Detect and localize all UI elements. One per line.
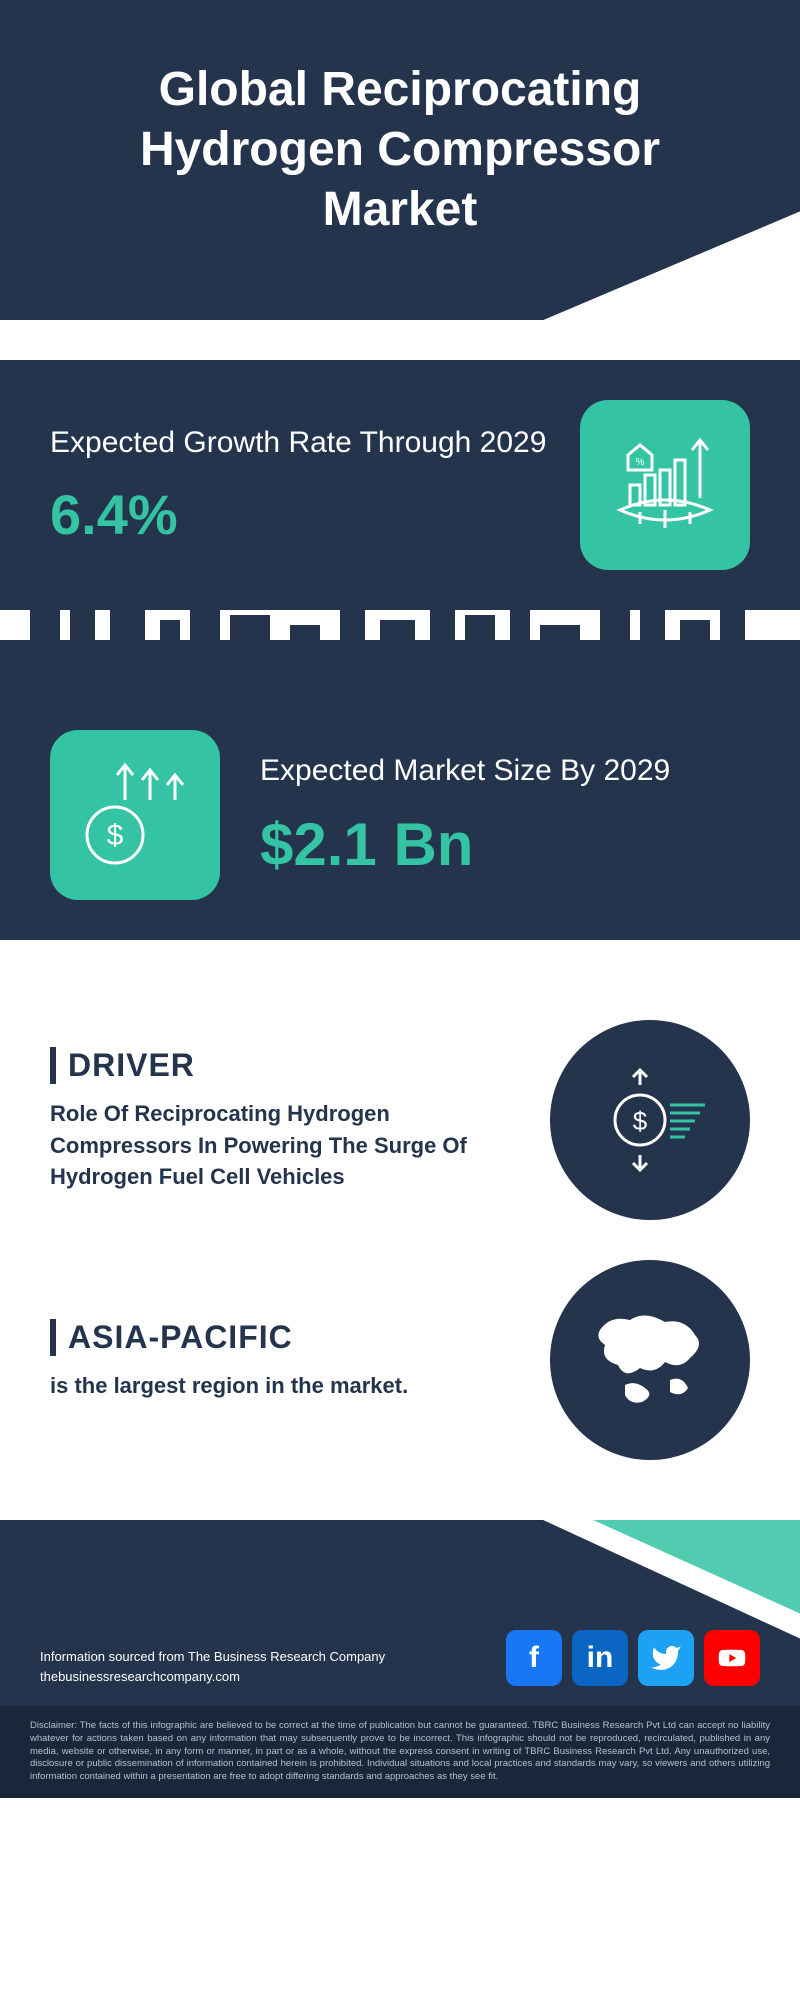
growth-rate-block: Expected Growth Rate Through 2029 6.4% % <box>0 360 800 610</box>
svg-text:$: $ <box>107 819 124 852</box>
driver-text: DRIVER Role Of Reciprocating Hydrogen Co… <box>50 1047 510 1194</box>
footer-triangle-teal-decor <box>591 1520 800 1614</box>
footer-source: Information sourced from The Business Re… <box>40 1647 385 1686</box>
size-value: $2.1 Bn <box>260 810 670 879</box>
url-line: thebusinessresearchcompany.com <box>40 1667 385 1687</box>
svg-text:$: $ <box>633 1106 648 1136</box>
header-block: Global Reciprocating Hydrogen Compressor… <box>0 0 800 320</box>
growth-chart-icon: % <box>580 400 750 570</box>
source-line: Information sourced from The Business Re… <box>40 1647 385 1667</box>
footer-block: Information sourced from The Business Re… <box>0 1520 800 1706</box>
info-section: DRIVER Role Of Reciprocating Hydrogen Co… <box>0 980 800 1520</box>
size-text-wrap: Expected Market Size By 2029 $2.1 Bn <box>260 751 670 879</box>
skyline-decor <box>0 610 800 730</box>
growth-label: Expected Growth Rate Through 2029 <box>50 423 546 464</box>
dollar-growth-icon: $ <box>50 730 220 900</box>
region-heading: ASIA-PACIFIC <box>50 1319 510 1356</box>
spacer <box>0 320 800 360</box>
svg-text:%: % <box>636 457 645 468</box>
size-label: Expected Market Size By 2029 <box>260 751 670 792</box>
money-flow-icon: $ <box>550 1020 750 1220</box>
market-size-block: $ Expected Market Size By 2029 $2.1 Bn <box>0 730 800 940</box>
region-row: ASIA-PACIFIC is the largest region in th… <box>50 1260 750 1460</box>
globe-map-icon <box>550 1260 750 1460</box>
spacer <box>0 940 800 980</box>
growth-text-wrap: Expected Growth Rate Through 2029 6.4% <box>50 423 546 547</box>
driver-row: DRIVER Role Of Reciprocating Hydrogen Co… <box>50 1020 750 1220</box>
growth-value: 6.4% <box>50 482 546 547</box>
driver-heading: DRIVER <box>50 1047 510 1084</box>
region-text: ASIA-PACIFIC is the largest region in th… <box>50 1319 510 1402</box>
disclaimer-text: Disclaimer: The facts of this infographi… <box>0 1706 800 1798</box>
header-triangle-decor <box>541 211 800 320</box>
region-body: is the largest region in the market. <box>50 1370 510 1402</box>
driver-body: Role Of Reciprocating Hydrogen Compresso… <box>50 1098 510 1194</box>
